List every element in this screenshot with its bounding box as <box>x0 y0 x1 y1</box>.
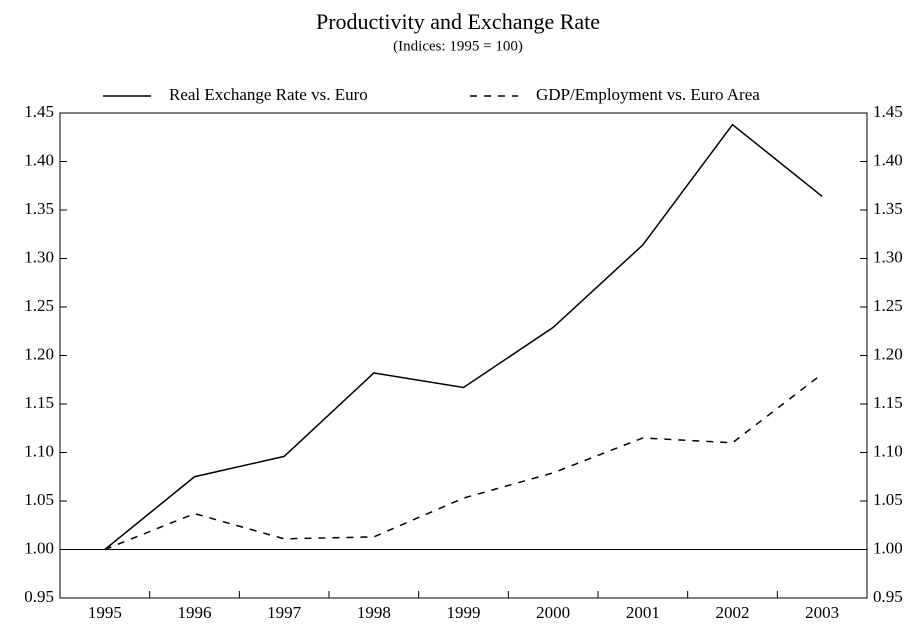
x-tick-label: 1998 <box>357 603 391 622</box>
y-tick-label: 1.25 <box>24 296 54 315</box>
y2-tick-label: 1.30 <box>873 247 903 266</box>
x-tick-label: 2003 <box>805 603 839 622</box>
x-tick-label: 1996 <box>178 603 212 622</box>
chart-subtitle: (Indices: 1995 = 100) <box>393 38 523 54</box>
x-tick-label: 1995 <box>88 603 122 622</box>
y-tick-label: 1.05 <box>24 490 54 509</box>
y-tick-label: 1.20 <box>24 344 54 363</box>
y2-tick-label: 1.45 <box>873 102 903 121</box>
y-tick-label: 1.15 <box>24 393 54 412</box>
x-tick-label: 2000 <box>536 603 570 622</box>
y-tick-label: 0.95 <box>24 587 54 606</box>
chart-title: Productivity and Exchange Rate <box>316 9 600 34</box>
y-tick-label: 1.30 <box>24 247 54 266</box>
y2-tick-label: 1.15 <box>873 393 903 412</box>
y2-tick-label: 1.10 <box>873 441 903 460</box>
x-tick-label: 2001 <box>626 603 660 622</box>
series-line <box>104 373 823 551</box>
x-tick-label: 2002 <box>716 603 750 622</box>
y2-tick-label: 1.20 <box>873 344 903 363</box>
y2-tick-label: 1.35 <box>873 199 903 218</box>
legend-label: Real Exchange Rate vs. Euro <box>169 85 368 104</box>
series-line <box>104 123 823 551</box>
y-tick-label: 1.40 <box>24 150 54 169</box>
y-tick-label: 1.00 <box>24 538 54 557</box>
y-tick-label: 1.35 <box>24 199 54 218</box>
x-tick-label: 1997 <box>267 603 302 622</box>
plot-frame <box>59 112 868 599</box>
y2-tick-label: 0.95 <box>873 587 903 606</box>
legend-label: GDP/Employment vs. Euro Area <box>536 85 760 104</box>
y2-tick-label: 1.00 <box>873 538 903 557</box>
y2-tick-label: 1.25 <box>873 296 903 315</box>
y-tick-label: 1.10 <box>24 441 54 460</box>
y-tick-label: 1.45 <box>24 102 54 121</box>
x-tick-label: 1999 <box>447 603 481 622</box>
y2-tick-label: 1.05 <box>873 490 903 509</box>
y2-tick-label: 1.40 <box>873 150 903 169</box>
